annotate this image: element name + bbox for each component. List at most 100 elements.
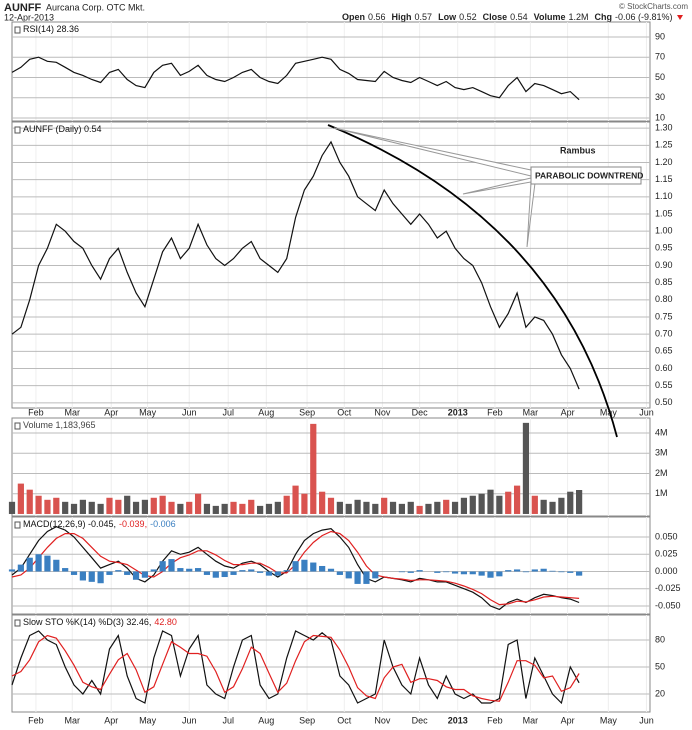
- quote-label: Close: [483, 12, 508, 22]
- line: [11, 140, 580, 390]
- x-tick-label: Mar: [523, 407, 539, 417]
- y-tick-label: -0.050: [655, 600, 681, 610]
- bar: [115, 499, 122, 514]
- callout-box: [530, 166, 642, 185]
- y-tick-label: 0.65: [655, 346, 673, 356]
- bar: [434, 501, 441, 514]
- bar: [345, 503, 352, 514]
- bar: [301, 493, 308, 514]
- x-tick-label: May: [600, 407, 618, 417]
- y-tick-label: 20: [655, 688, 665, 698]
- y-tick-label: 70: [655, 52, 665, 62]
- bar: [194, 568, 202, 572]
- bar: [460, 571, 468, 575]
- bar: [558, 497, 565, 514]
- bar: [159, 561, 166, 572]
- bar: [44, 499, 51, 514]
- bar: [177, 503, 184, 514]
- bar: [363, 501, 370, 514]
- x-tick-label: Nov: [374, 715, 391, 725]
- y-tick-label: 1.05: [655, 208, 673, 218]
- bar: [115, 570, 122, 572]
- bar: [17, 483, 24, 514]
- bar: [97, 503, 104, 514]
- bar: [363, 571, 370, 584]
- x-tick-label: Aug: [258, 407, 274, 417]
- bar: [88, 571, 95, 582]
- bar: [44, 555, 51, 572]
- bar: [203, 571, 211, 575]
- x-tick-label: Jun: [182, 407, 197, 417]
- line: [11, 630, 580, 705]
- date: 12-Apr-2013: [4, 12, 54, 22]
- y-tick-label: 1.25: [655, 140, 673, 150]
- bar: [416, 570, 423, 572]
- x-tick-label: Apr: [104, 407, 118, 417]
- bar: [70, 571, 78, 575]
- y-tick-label: 0.70: [655, 329, 673, 339]
- panel-label: RSI(14) 28.36: [23, 24, 79, 34]
- annotation: PARABOLIC DOWNTREND Rambus: [327, 124, 643, 438]
- bar: [336, 501, 343, 514]
- bar: [212, 505, 219, 514]
- x-tick-label: Feb: [28, 407, 44, 417]
- bar: [159, 495, 166, 514]
- x-tick-label: 2013: [448, 407, 468, 417]
- y-tick-label: 0.025: [655, 549, 678, 559]
- quote-label: High: [392, 12, 412, 22]
- bar: [372, 571, 379, 579]
- quote-label: Volume: [534, 12, 566, 22]
- bar: [274, 571, 281, 576]
- label-part: RSI(14) 28.36: [23, 24, 79, 34]
- bar: [558, 571, 565, 573]
- x-tick-label: Mar: [65, 715, 81, 725]
- line: [11, 56, 580, 101]
- bar: [522, 422, 530, 514]
- bar: [327, 497, 335, 514]
- quote-value: 0.56: [368, 12, 386, 22]
- panel: [11, 21, 651, 122]
- quote-value: -0.06 (-9.81%): [615, 12, 673, 22]
- bar: [26, 557, 33, 572]
- label-part: AUNFF (Daily) 0.54: [23, 124, 102, 134]
- bar: [221, 571, 228, 578]
- y-tick-label: 0.000: [655, 566, 678, 576]
- x-tick-label: Dec: [412, 715, 429, 725]
- x-tick-label: Sep: [299, 715, 315, 725]
- bar: [505, 491, 512, 514]
- bar: [531, 569, 538, 572]
- y-tick-label: 1M: [655, 488, 668, 498]
- bar: [79, 499, 86, 514]
- bar: [168, 501, 175, 514]
- bar: [398, 571, 405, 573]
- bar: [35, 554, 42, 572]
- bar: [345, 571, 352, 579]
- quote-value: 1.2M: [569, 12, 589, 22]
- down-arrow: [677, 15, 683, 20]
- bar: [283, 495, 290, 514]
- bar: [513, 485, 521, 514]
- bar: [53, 559, 60, 572]
- bar: [35, 495, 42, 514]
- bar: [124, 571, 131, 575]
- bar: [460, 497, 468, 514]
- y-tick-label: 50: [655, 72, 665, 82]
- bar: [354, 499, 361, 514]
- label-icon: [14, 422, 21, 430]
- bar: [186, 568, 193, 572]
- company: Aurcana Corp. OTC Mkt.: [46, 2, 145, 12]
- label-icon: [14, 26, 21, 34]
- x-tick-label: Oct: [337, 407, 352, 417]
- y-tick-label: 80: [655, 634, 665, 644]
- bar: [354, 571, 361, 584]
- bar: [416, 505, 423, 514]
- bar: [469, 571, 476, 575]
- panels: 90 70 50 30 10 RSI(14) 28.36 Feb Mar Apr May Jun Ju…: [8, 21, 681, 725]
- x-tick-label: Dec: [412, 407, 429, 417]
- y-tick-label: 0.85: [655, 277, 673, 287]
- bar: [97, 571, 104, 584]
- x-tick-label: Jun: [182, 715, 197, 725]
- bar: [567, 491, 574, 514]
- bar: [434, 571, 441, 573]
- y-tick-label: 90: [655, 31, 665, 41]
